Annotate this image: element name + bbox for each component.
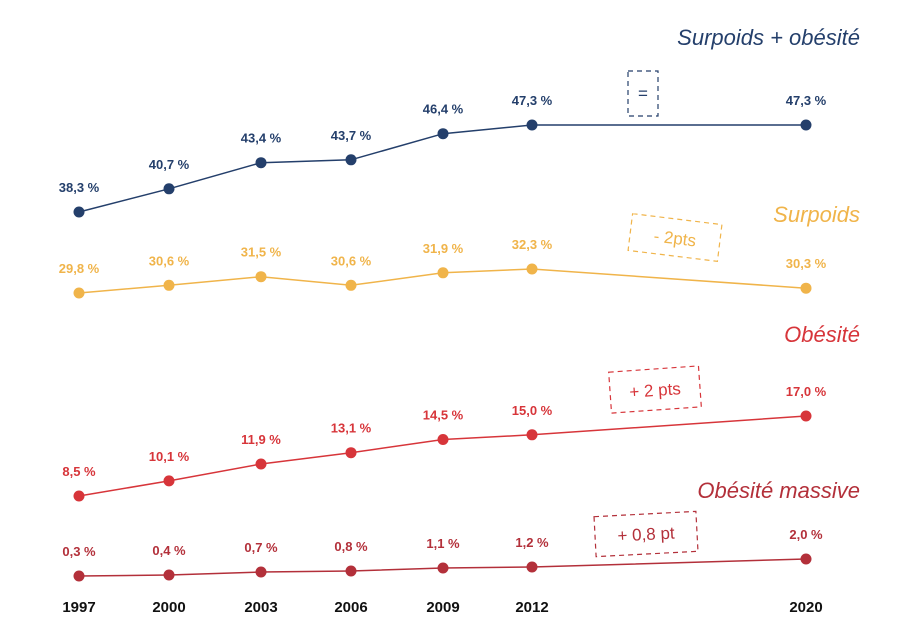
annotation: + 2 pts bbox=[608, 365, 702, 414]
data-point bbox=[437, 267, 449, 279]
data-point bbox=[163, 279, 175, 291]
x-tick-label: 2020 bbox=[789, 599, 822, 616]
annotation: + 0,8 pt bbox=[593, 510, 699, 558]
data-point bbox=[800, 553, 812, 565]
x-tick-label: 2000 bbox=[152, 599, 185, 616]
data-point bbox=[800, 282, 812, 294]
data-point bbox=[73, 490, 85, 502]
data-label: 0,4 % bbox=[152, 543, 186, 558]
data-point bbox=[526, 429, 538, 441]
x-tick-label: 2003 bbox=[244, 599, 277, 616]
data-label: 31,9 % bbox=[423, 241, 464, 256]
data-point bbox=[345, 447, 357, 459]
data-point bbox=[800, 410, 812, 422]
data-label: 10,1 % bbox=[149, 449, 190, 464]
series-0: Surpoids + obésité 38,3 % 40,7 % 43,4 % 43,7… bbox=[59, 25, 860, 218]
data-label: 0,7 % bbox=[244, 540, 278, 555]
data-label: 14,5 % bbox=[423, 408, 464, 423]
data-label: 17,0 % bbox=[786, 384, 827, 399]
data-label: 29,8 % bbox=[59, 261, 100, 276]
data-label: 46,4 % bbox=[423, 102, 464, 117]
x-tick-label: 1997 bbox=[62, 599, 95, 616]
annotation-text: = bbox=[638, 84, 648, 103]
data-label: 0,8 % bbox=[334, 539, 368, 554]
data-point bbox=[73, 206, 85, 218]
series-title: Surpoids + obésité bbox=[677, 25, 860, 50]
series-2: Obésité 8,5 % 10,1 % 11,9 % 13,1 % 14,5 % 15,0… bbox=[62, 322, 860, 502]
data-label: 13,1 % bbox=[331, 421, 372, 436]
series-title: Obésité massive bbox=[697, 478, 860, 503]
x-tick-label: 2006 bbox=[334, 599, 367, 616]
data-label: 40,7 % bbox=[149, 157, 190, 172]
annotation-box bbox=[608, 365, 702, 414]
annotation-box bbox=[627, 212, 723, 263]
x-tick-label: 2012 bbox=[515, 599, 548, 616]
data-label: 8,5 % bbox=[62, 464, 96, 479]
data-point bbox=[526, 263, 538, 275]
data-label: 47,3 % bbox=[512, 93, 553, 108]
data-label: 30,6 % bbox=[331, 253, 372, 268]
data-point bbox=[526, 119, 538, 131]
data-point bbox=[437, 434, 449, 445]
data-point bbox=[437, 562, 449, 574]
series-title: Obésité bbox=[784, 322, 860, 347]
data-point bbox=[437, 128, 449, 140]
series-title: Surpoids bbox=[773, 202, 860, 227]
data-point bbox=[163, 569, 175, 581]
data-point bbox=[255, 566, 267, 578]
data-label: 47,3 % bbox=[786, 93, 827, 108]
data-point bbox=[255, 157, 267, 169]
data-label: 30,6 % bbox=[149, 253, 190, 268]
data-label: 43,4 % bbox=[241, 131, 282, 146]
annotation-box bbox=[593, 510, 699, 558]
data-point bbox=[345, 154, 357, 166]
series-3: Obésité massive 0,3 % 0,4 % 0,7 % 0,8 % 1,1 %… bbox=[62, 478, 860, 582]
data-label: 2,0 % bbox=[789, 527, 823, 542]
data-label: 43,7 % bbox=[331, 128, 372, 143]
data-point bbox=[163, 475, 175, 487]
annotation-text: + 0,8 pt bbox=[617, 524, 675, 546]
data-point bbox=[345, 565, 357, 577]
annotation-text: + 2 pts bbox=[629, 379, 682, 402]
data-point bbox=[73, 287, 85, 299]
data-point bbox=[163, 183, 175, 195]
annotation-box bbox=[627, 70, 659, 117]
data-label: 0,3 % bbox=[62, 544, 96, 559]
series-1: Surpoids 29,8 % 30,6 % 31,5 % 30,6 % 31,9 % 32… bbox=[59, 202, 860, 299]
data-point bbox=[255, 271, 267, 283]
data-point bbox=[73, 570, 85, 582]
x-tick-label: 2009 bbox=[426, 599, 459, 616]
annotation-text: - 2pts bbox=[653, 226, 698, 250]
data-label: 31,5 % bbox=[241, 245, 282, 260]
data-label: 11,9 % bbox=[241, 432, 281, 447]
data-point bbox=[255, 458, 267, 470]
data-label: 1,2 % bbox=[515, 535, 549, 550]
data-label: 38,3 % bbox=[59, 180, 100, 195]
data-point bbox=[800, 119, 812, 131]
data-label: 1,1 % bbox=[426, 536, 460, 551]
data-point bbox=[526, 561, 538, 573]
annotation: - 2pts bbox=[627, 212, 723, 263]
annotation: = bbox=[627, 70, 659, 117]
data-label: 32,3 % bbox=[512, 237, 553, 252]
data-label: 30,3 % bbox=[786, 256, 827, 271]
data-label: 15,0 % bbox=[512, 403, 553, 418]
data-point bbox=[345, 279, 357, 291]
